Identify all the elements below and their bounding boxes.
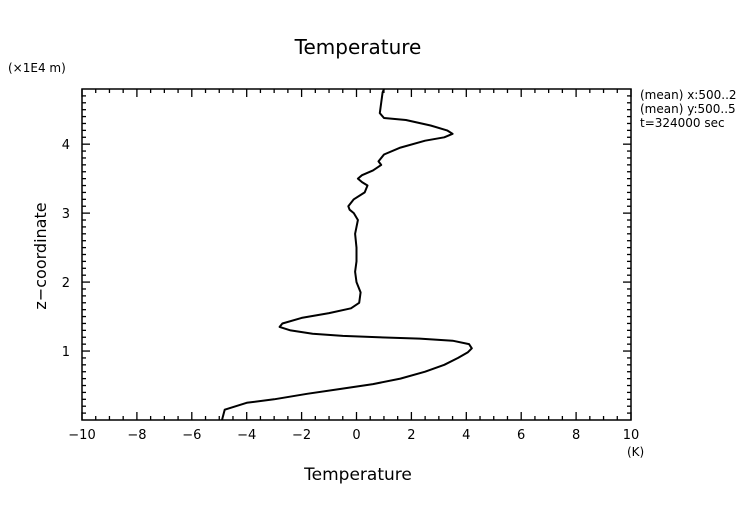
- x-tick-label: 2: [407, 428, 415, 443]
- temperature-profile-line: [221, 88, 473, 421]
- y-tick-label: 4: [62, 138, 70, 153]
- y-axis-unit: (×1E4 m): [8, 61, 66, 75]
- x-tick-label: 6: [517, 428, 525, 443]
- x-axis-label: Temperature: [303, 465, 412, 485]
- y-tick-label: 1: [62, 345, 70, 360]
- x-axis-unit: (K): [627, 445, 644, 459]
- x-tick-label: 8: [572, 428, 580, 443]
- x-tick-label: 4: [462, 428, 470, 443]
- chart-title: Temperature: [294, 35, 422, 59]
- x-tick-label: −6: [182, 428, 201, 443]
- x-tick-label: −10: [68, 428, 95, 443]
- annotation-mean-x: (mean) x:500..2: [640, 88, 737, 102]
- y-axis-label: z−coordinate: [31, 202, 50, 309]
- x-tick-label: 10: [623, 428, 640, 443]
- annotation-mean-y: (mean) y:500..5: [640, 102, 736, 116]
- x-tick-label: −8: [127, 428, 146, 443]
- axis-ticks: [81, 89, 632, 420]
- y-tick-label: 3: [62, 207, 70, 222]
- x-tick-label: −2: [292, 428, 311, 443]
- annotation-time: t=324000 sec: [640, 116, 725, 130]
- x-tick-label: −4: [237, 428, 256, 443]
- x-tick-label: 0: [352, 428, 360, 443]
- y-tick-label: 2: [62, 276, 70, 291]
